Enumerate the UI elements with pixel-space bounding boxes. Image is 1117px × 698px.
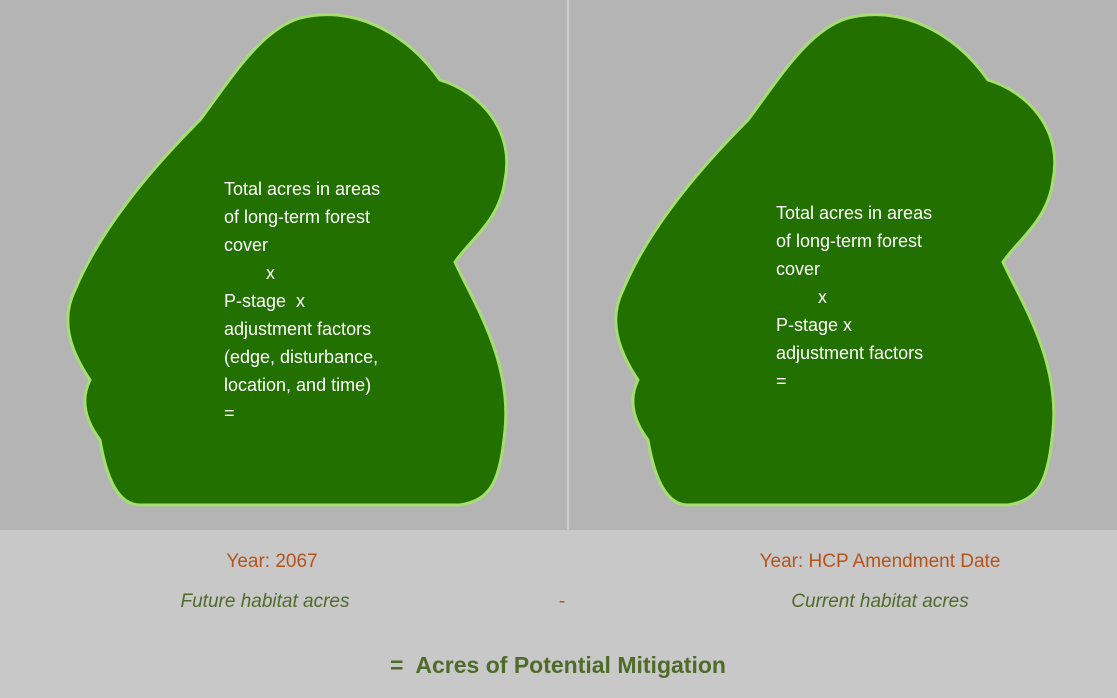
formula-line: (edge, disturbance, — [224, 347, 378, 367]
formula-line: Total acres in areas — [224, 179, 380, 199]
bottom-background — [0, 530, 1117, 698]
formula-line: of long-term forest — [776, 231, 922, 251]
formula-line: of long-term forest — [224, 207, 370, 227]
year-label: Year: HCP Amendment Date — [760, 551, 1001, 572]
formula-line: adjustment factors — [224, 319, 371, 339]
formula-line: cover — [776, 259, 820, 279]
formula-line: x — [818, 287, 827, 307]
formula-line: P-stage x — [776, 315, 852, 335]
result: = Acres of Potential Mitigation — [390, 652, 726, 678]
formula-line: = — [776, 371, 787, 391]
formula-line: cover — [224, 235, 268, 255]
operator: - — [559, 591, 565, 612]
formula-line: x — [266, 263, 275, 283]
habitat-label: Current habitat acres — [791, 591, 969, 612]
formula-line: P-stage x — [224, 291, 305, 311]
formula-line: = — [224, 403, 235, 423]
formula-line: adjustment factors — [776, 343, 923, 363]
habitat-label: Future habitat acres — [181, 591, 350, 612]
year-label: Year: 2067 — [226, 551, 317, 572]
formula-line: location, and time) — [224, 375, 371, 395]
formula-line: Total acres in areas — [776, 203, 932, 223]
